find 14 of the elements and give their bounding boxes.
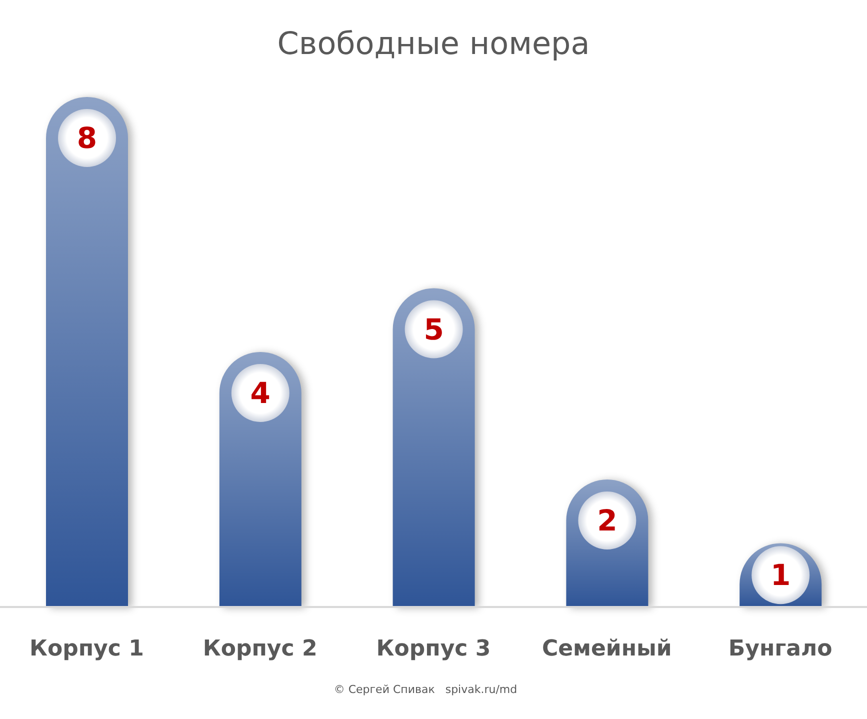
x-tick-label: Корпус 1: [29, 636, 144, 662]
chart-title: Свободные номера: [276, 26, 591, 62]
data-label: 5: [424, 312, 444, 346]
x-tick-label: Бунгало: [728, 636, 832, 662]
x-tick-label: Корпус 2: [202, 636, 318, 662]
data-label: 1: [770, 558, 791, 592]
data-label: 2: [597, 504, 618, 538]
bar: [392, 288, 475, 607]
text: © Сергей Спивак spivak.ru/md: [332, 683, 518, 696]
x-tick-label: Семейный: [542, 636, 672, 662]
bar: [46, 97, 128, 607]
x-tick-label: Корпус 3: [376, 636, 491, 662]
data-label: 4: [250, 376, 270, 410]
data-label: 8: [76, 121, 98, 155]
